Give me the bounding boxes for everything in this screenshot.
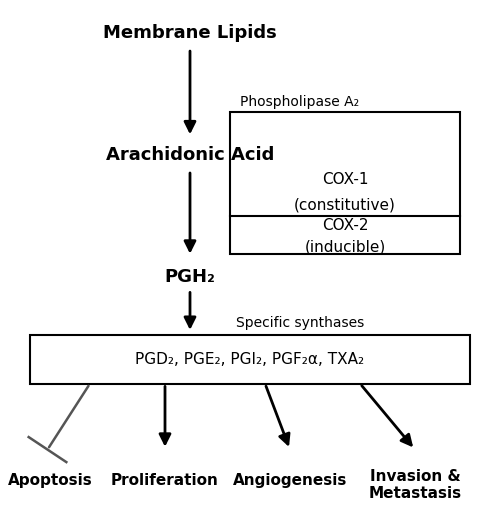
Text: Specific synthases: Specific synthases bbox=[236, 315, 364, 330]
Bar bbox=[30, 335, 470, 384]
Text: Invasion &
Metastasis: Invasion & Metastasis bbox=[368, 469, 462, 501]
Text: Phospholipase A₂: Phospholipase A₂ bbox=[240, 94, 360, 109]
Text: (inducible): (inducible) bbox=[304, 240, 386, 255]
Text: PGD₂, PGE₂, PGI₂, PGF₂α, TXA₂: PGD₂, PGE₂, PGI₂, PGF₂α, TXA₂ bbox=[136, 352, 364, 367]
Text: (constitutive): (constitutive) bbox=[294, 197, 396, 212]
Text: Membrane Lipids: Membrane Lipids bbox=[103, 24, 277, 42]
Text: Apoptosis: Apoptosis bbox=[8, 472, 92, 488]
Text: PGH₂: PGH₂ bbox=[164, 268, 216, 286]
Text: COX-2: COX-2 bbox=[322, 217, 368, 233]
Text: Angiogenesis: Angiogenesis bbox=[233, 472, 347, 488]
Text: COX-1: COX-1 bbox=[322, 172, 368, 187]
Text: Arachidonic Acid: Arachidonic Acid bbox=[106, 146, 274, 164]
Text: Proliferation: Proliferation bbox=[111, 472, 219, 488]
Bar bbox=[230, 112, 460, 254]
